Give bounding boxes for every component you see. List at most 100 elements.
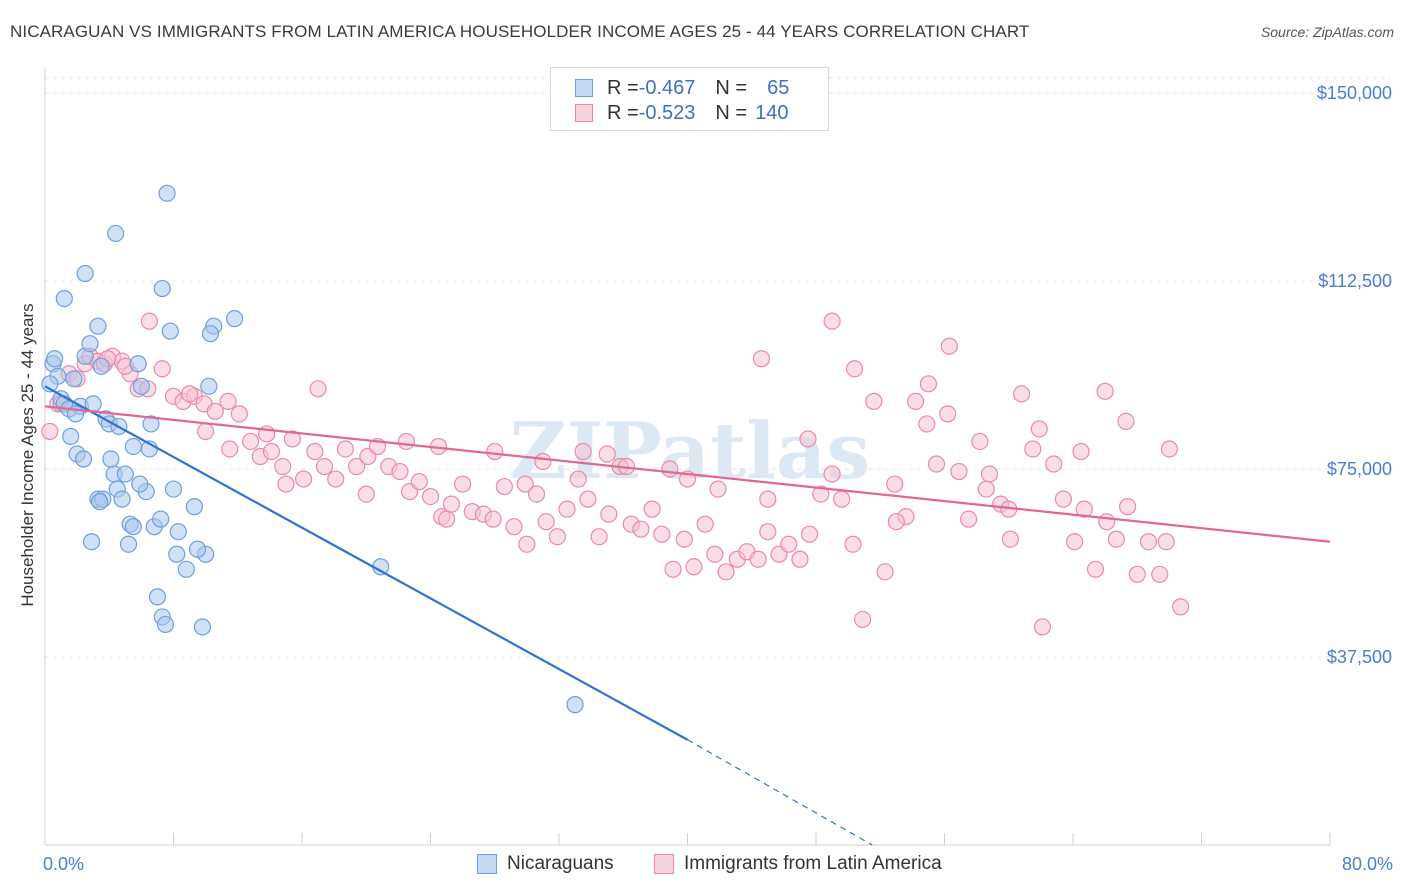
legend-row-nicaraguans: R = -0.467 N = 65 [575, 76, 789, 100]
nicaraguan-trend-extension [687, 739, 873, 846]
immigrant-point [876, 563, 894, 581]
immigrant-point [197, 422, 215, 441]
immigrant-point [336, 440, 354, 458]
immigrant-point [306, 442, 324, 461]
immigrant-point [939, 405, 957, 423]
nicaraguan-point [132, 377, 150, 395]
immigrant-point [971, 432, 989, 451]
immigrant-point [327, 470, 345, 488]
immigrant-point [242, 432, 260, 451]
immigrant-point [918, 415, 936, 433]
legend-swatch-pink [575, 104, 593, 122]
immigrant-point [410, 472, 428, 491]
nicaraguan-point [62, 427, 80, 446]
immigrant-point [780, 535, 798, 553]
y-tick-label: $112,500 [1318, 271, 1392, 291]
immigrant-point [1160, 440, 1178, 458]
immigrant-point [1045, 455, 1063, 473]
bottom-legend-label: Immigrants from Latin America [684, 853, 942, 874]
y-tick-label: $75,000 [1327, 459, 1392, 479]
nicaraguan-point [46, 350, 64, 368]
immigrant-point [685, 558, 703, 576]
x-axis-tick-labels: 0.0% 80.0% [43, 854, 1393, 874]
immigrant-point [442, 495, 460, 513]
trend-lines [44, 385, 1331, 846]
immigrant-point [357, 485, 375, 503]
legend-n-value: 65 [767, 76, 790, 99]
immigrant-point [574, 442, 592, 461]
nicaraguan-point [161, 322, 179, 340]
nicaraguan-point [119, 535, 138, 553]
immigrant-point [206, 402, 224, 420]
nicaraguan-point [168, 545, 186, 563]
nicaraguan-point [158, 184, 176, 202]
immigrant-point [579, 490, 597, 508]
immigrant-point [1172, 598, 1190, 616]
immigrant-point [853, 610, 872, 629]
immigrant-point [799, 430, 817, 448]
y-axis-tick-labels: $37,500 $75,000 $112,500 $150,000 [1317, 83, 1392, 667]
nicaraguan-point [188, 540, 207, 558]
bottom-legend-nicaraguans: Nicaraguans [477, 851, 614, 877]
nicaraguan-point [185, 498, 203, 516]
nicaraguan-point [148, 588, 167, 606]
nicaraguan-point [92, 357, 110, 375]
immigrant-point [518, 535, 536, 553]
immigrant-point [812, 485, 830, 503]
nicaraguan-point [177, 560, 195, 578]
immigrant-point [1086, 560, 1105, 578]
nicaraguan-point [142, 415, 160, 433]
nicaraguan-point [81, 335, 99, 353]
legend-r-value: -0.523 [638, 101, 696, 124]
immigrant-point [709, 480, 727, 498]
nicaraguan-point [124, 518, 142, 536]
immigrant-point [348, 457, 366, 476]
y-tick-label: $37,500 [1327, 647, 1392, 667]
nicaraguan-point [225, 310, 244, 328]
nicaraguan-point [193, 618, 212, 636]
immigrant-point [153, 360, 171, 378]
nicaraguan-point [74, 450, 93, 468]
nicaraguan-point [169, 523, 187, 541]
immigrant-point [661, 460, 679, 478]
immigrant-point [643, 500, 661, 518]
immigrant-point [548, 528, 566, 546]
immigrant-trend-line [44, 405, 1331, 543]
nicaraguan-point [164, 480, 183, 498]
immigrant-point [527, 485, 546, 503]
immigrant-point [295, 470, 313, 488]
immigrant-point [865, 392, 883, 410]
legend-n-value: 140 [755, 101, 789, 124]
immigrant-point [397, 432, 416, 451]
legend-r-value: -0.467 [638, 76, 696, 99]
legend-n-label: N = [715, 101, 748, 124]
immigrant-point [569, 470, 587, 488]
immigrant-point [1033, 618, 1052, 636]
x-tick-label-max: 80.0% [1342, 854, 1393, 874]
immigrant-point [800, 525, 819, 543]
nicaraguan-point [107, 224, 125, 243]
immigrant-point [283, 430, 301, 448]
immigrant-point [833, 490, 851, 508]
immigrant-point [309, 380, 327, 398]
immigrant-point [752, 350, 770, 368]
immigrant-point [919, 375, 938, 393]
immigrant-point [421, 488, 440, 506]
bottom-legend-immigrants: Immigrants from Latin America [654, 851, 942, 877]
legend-n-label: N = [715, 76, 748, 99]
legend-r-label: R = [607, 76, 639, 99]
immigrant-point [600, 505, 618, 523]
immigrant-point [717, 563, 735, 581]
immigrant-point [1128, 565, 1146, 583]
bottom-legend-swatch-blue [477, 854, 497, 874]
legend-r-label: R = [607, 101, 639, 124]
immigrant-point [590, 528, 608, 546]
immigrant-point [844, 535, 862, 553]
immigrant-point [221, 440, 239, 458]
nicaraguan-point [156, 615, 175, 634]
immigrant-point [277, 475, 295, 493]
immigrant-point [749, 550, 767, 568]
immigrant-point [230, 405, 248, 423]
nicaraguan-point [82, 533, 101, 551]
immigrant-point [274, 457, 292, 476]
